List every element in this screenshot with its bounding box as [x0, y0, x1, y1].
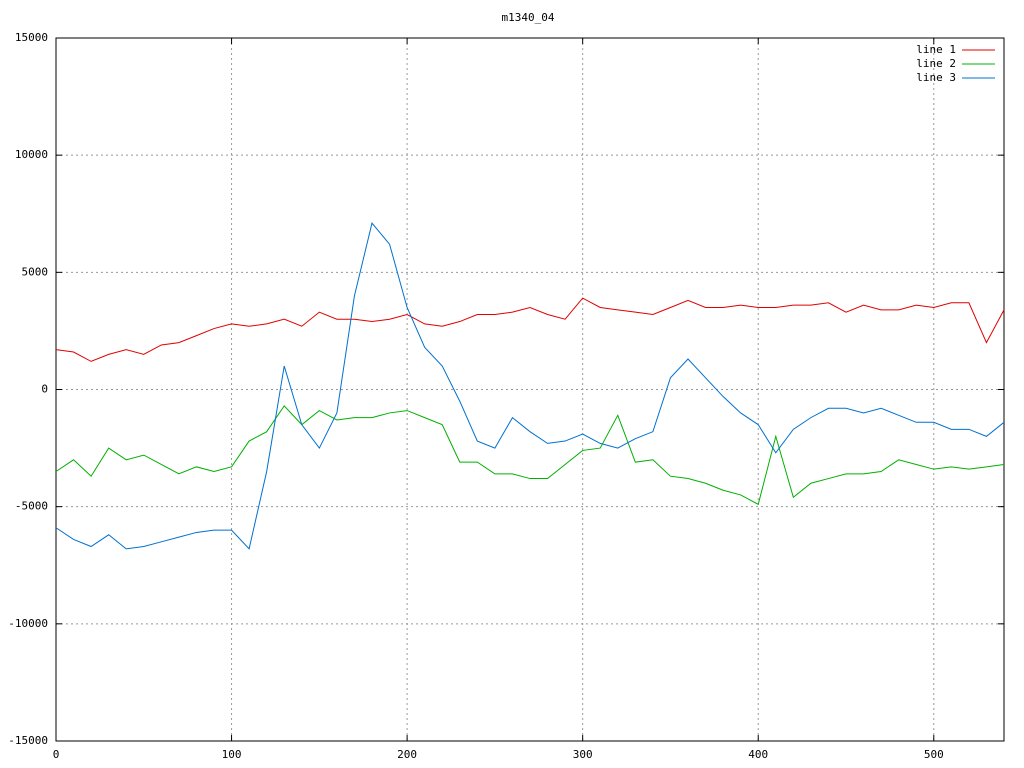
data-line [55, 222, 1005, 550]
data-line [55, 297, 1005, 362]
y-tick-label: 15000 [15, 31, 48, 44]
y-tick-label: 5000 [22, 265, 49, 278]
data-line [55, 405, 1005, 506]
chart-title: m1340_04 [502, 11, 555, 24]
x-tick-label: 400 [748, 748, 768, 761]
legend-label: line 3 [916, 71, 956, 84]
y-tick-label: -10000 [8, 617, 48, 630]
x-tick-label: 0 [53, 748, 60, 761]
legend-label: line 1 [916, 43, 956, 56]
x-tick-label: 500 [924, 748, 944, 761]
x-tick-label: 300 [573, 748, 593, 761]
y-tick-label: 10000 [15, 148, 48, 161]
plot-border [55, 37, 1005, 742]
y-tick-label: 0 [41, 383, 48, 396]
x-tick-label: 200 [397, 748, 417, 761]
y-tick-label: -15000 [8, 734, 48, 747]
y-tick-label: -5000 [15, 500, 48, 513]
x-tick-label: 100 [222, 748, 242, 761]
legend-label: line 2 [916, 57, 956, 70]
